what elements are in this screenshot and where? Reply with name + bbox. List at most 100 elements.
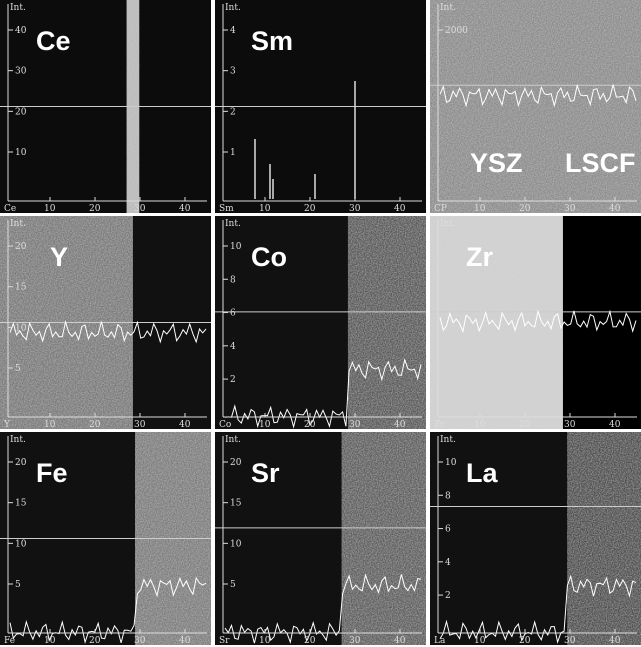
y-tick-label: 8 <box>230 275 236 285</box>
x-axis-code: Sm <box>219 204 234 214</box>
x-tick-label: 20 <box>304 420 316 430</box>
x-tick-label: 20 <box>89 420 101 430</box>
x-tick-label: 30 <box>134 420 146 430</box>
x-axis-code: CP <box>434 204 447 214</box>
x-tick-label: 30 <box>564 204 576 214</box>
x-axis-code: Fe <box>4 636 15 646</box>
x-tick-label: 30 <box>134 636 146 646</box>
x-tick-label: 40 <box>394 204 406 214</box>
x-tick-label: 10 <box>474 636 486 646</box>
x-axis-code: Ce <box>4 204 16 214</box>
y-tick-label: 20 <box>15 242 27 252</box>
y-tick-label: 20 <box>15 458 27 468</box>
y-tick-label: 4 <box>230 342 236 352</box>
x-tick-label: 30 <box>564 420 576 430</box>
axis-label: Int. <box>440 3 456 13</box>
phase-label: LSCF <box>565 148 636 178</box>
x-tick-label: 10 <box>259 204 271 214</box>
x-tick-label: 30 <box>349 420 361 430</box>
axis-label: Int. <box>10 219 26 229</box>
x-tick-label: 30 <box>564 636 576 646</box>
x-tick-label: 40 <box>609 636 621 646</box>
x-tick-label: 30 <box>349 636 361 646</box>
panel: Int. 2000 CP 10 20 30 40 YSZ LSCF <box>430 0 641 214</box>
element-label: Zr <box>466 242 493 272</box>
y-tick-label: 40 <box>15 26 27 36</box>
x-tick-label: 10 <box>44 204 56 214</box>
x-axis-code: Y <box>3 420 11 430</box>
element-label: Sm <box>251 26 293 56</box>
y-tick-label: 10 <box>445 458 457 468</box>
y-tick-label: 30 <box>15 67 27 77</box>
y-tick-label: 1 <box>230 148 236 158</box>
phase-noise <box>342 432 426 645</box>
y-tick-label: 5 <box>230 580 236 590</box>
axis-label: Int. <box>440 219 456 229</box>
y-tick-label: 10 <box>230 242 242 252</box>
y-tick-label: 2 <box>230 107 236 117</box>
x-tick-label: 40 <box>179 420 191 430</box>
y-tick-label: 10 <box>230 539 242 549</box>
x-tick-label: 40 <box>609 204 621 214</box>
axis-label: Int. <box>225 3 241 13</box>
axis-label: Int. <box>10 3 26 13</box>
axis-label: Int. <box>225 435 241 445</box>
axis-label: Int. <box>10 435 26 445</box>
phase-noise <box>430 216 563 429</box>
x-tick-label: 20 <box>304 204 316 214</box>
x-tick-label: 10 <box>259 636 271 646</box>
y-tick-label: 2 <box>445 591 451 601</box>
y-tick-label: 5 <box>15 364 21 374</box>
phase-noise <box>348 216 426 429</box>
y-tick-label: 6 <box>230 309 236 319</box>
x-tick-label: 10 <box>44 636 56 646</box>
y-tick-label: 10 <box>15 148 27 158</box>
y-tick-label: 15 <box>15 283 27 293</box>
x-tick-label: 30 <box>349 204 361 214</box>
axis-label: Int. <box>225 219 241 229</box>
panel: Int. 20 15 10 5 Fe 10 20 30 40 Fe <box>0 432 211 646</box>
x-tick-label: 10 <box>474 204 486 214</box>
x-tick-label: 10 <box>474 420 486 430</box>
y-tick-label: 3 <box>230 67 236 77</box>
element-label: Fe <box>36 458 68 488</box>
x-tick-label: 40 <box>394 420 406 430</box>
x-tick-label: 20 <box>519 420 531 430</box>
y-tick-label: 4 <box>445 558 451 568</box>
y-tick-label: 20 <box>230 458 242 468</box>
x-tick-label: 40 <box>179 204 191 214</box>
y-tick-label: 15 <box>230 499 242 509</box>
x-tick-label: 20 <box>519 204 531 214</box>
y-tick-label: 8 <box>445 491 451 501</box>
axis-label: Int. <box>440 435 456 445</box>
y-tick-label: 15 <box>15 499 27 509</box>
x-axis-code: Sr <box>219 636 230 646</box>
x-tick-label: 40 <box>179 636 191 646</box>
x-tick-label: 20 <box>89 636 101 646</box>
y-tick-label: 5 <box>15 580 21 590</box>
x-tick-label: 30 <box>134 204 146 214</box>
phase-noise <box>567 432 641 645</box>
y-tick-label: 2 <box>230 375 236 385</box>
x-tick-label: 20 <box>519 636 531 646</box>
element-label: Sr <box>251 458 280 488</box>
x-tick-label: 40 <box>609 420 621 430</box>
phase-label: YSZ <box>470 148 523 178</box>
x-tick-label: 10 <box>259 420 271 430</box>
x-axis-code: Co <box>219 420 231 430</box>
y-tick-label: 2000 <box>445 26 468 36</box>
x-tick-label: 40 <box>394 636 406 646</box>
element-label: Y <box>50 242 68 272</box>
x-tick-label: 20 <box>89 204 101 214</box>
element-label: Ce <box>36 26 71 56</box>
figure: Int. 40 30 20 10 Ce 10 20 30 40 Ce Int. 4 3 2 1 Sm 10 20 30… <box>0 0 641 647</box>
x-tick-label: 10 <box>44 420 56 430</box>
y-tick-label: 10 <box>15 539 27 549</box>
